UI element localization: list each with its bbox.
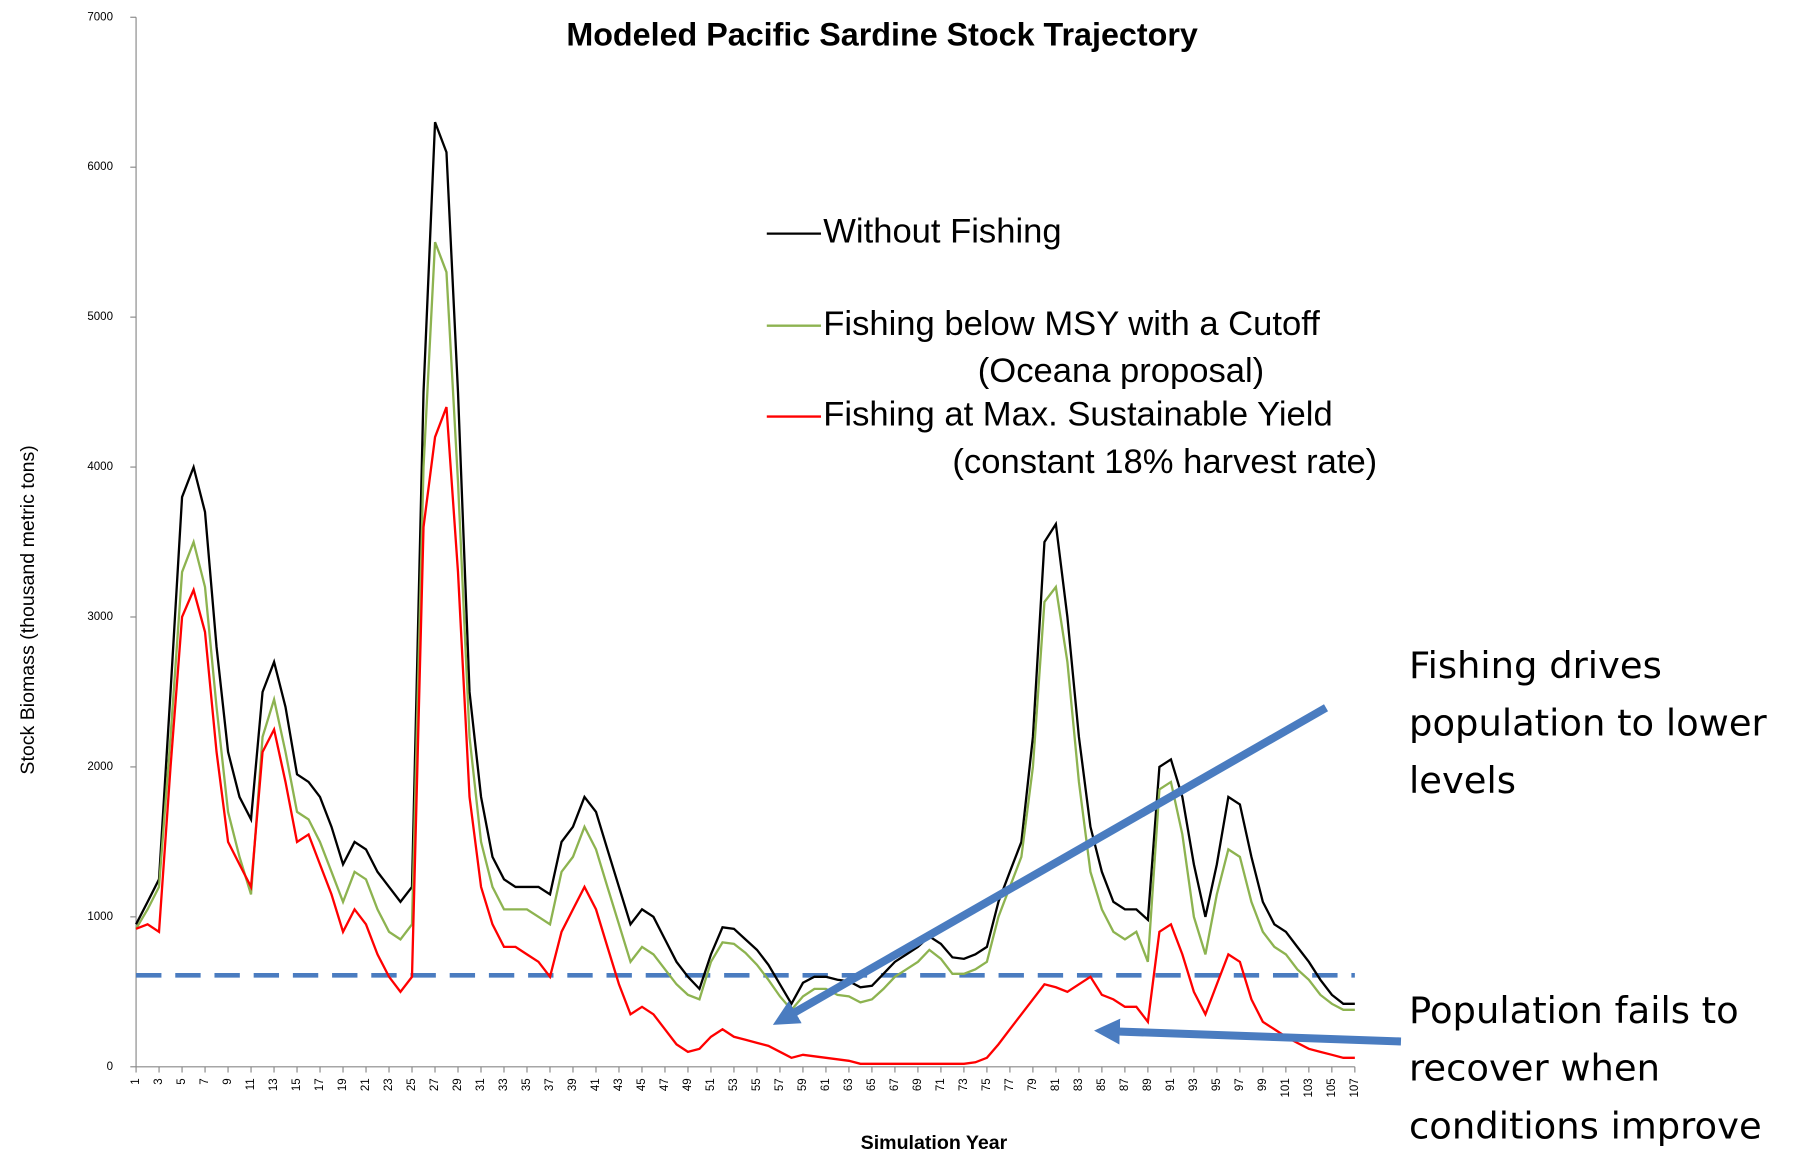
x-tick-label: 91 — [1165, 1078, 1177, 1091]
y-tick-label: 0 — [107, 1061, 113, 1073]
x-tick-label: 37 — [544, 1078, 556, 1091]
legend-label: Fishing at Max. Sustainable Yield — [823, 396, 1332, 434]
x-tick-label: 11 — [245, 1078, 257, 1090]
x-axis-label: Simulation Year — [861, 1132, 1008, 1154]
x-tick-label: 33 — [498, 1078, 510, 1091]
x-tick-label: 51 — [705, 1078, 717, 1091]
legend-label: Fishing below MSY with a Cutoff — [823, 305, 1320, 343]
x-tick-label: 55 — [751, 1078, 763, 1091]
annotation-text: conditions improve — [1409, 1104, 1762, 1147]
plot-area — [130, 16, 1356, 1073]
annotation-text: levels — [1409, 759, 1516, 802]
x-tick-label: 105 — [1326, 1078, 1338, 1097]
x-tick-label: 101 — [1280, 1078, 1292, 1097]
x-tick-label: 69 — [912, 1078, 924, 1091]
x-tick-label: 35 — [521, 1078, 533, 1091]
annotation-text: Fishing drives — [1409, 644, 1662, 687]
series-line — [135, 406, 1355, 1065]
x-tick-label: 71 — [935, 1078, 947, 1091]
x-tick-label: 25 — [406, 1078, 418, 1091]
x-tick-label: 61 — [820, 1078, 832, 1091]
x-tick-label: 9 — [222, 1078, 234, 1084]
y-tick-label: 3000 — [87, 611, 113, 623]
x-tick-label: 39 — [567, 1078, 579, 1091]
x-tick-label: 77 — [1004, 1078, 1016, 1091]
chart-title: Modeled Pacific Sardine Stock Trajectory — [566, 16, 1198, 52]
x-tick-label: 1 — [130, 1078, 142, 1084]
y-tick-label: 6000 — [87, 161, 113, 173]
x-tick-label: 27 — [429, 1078, 441, 1091]
x-tick-label: 47 — [659, 1078, 671, 1091]
x-tick-label: 97 — [1234, 1078, 1246, 1091]
x-tick-label: 99 — [1257, 1078, 1269, 1091]
annotation-arrow — [1094, 1018, 1402, 1046]
x-tick-label: 65 — [866, 1078, 878, 1091]
legend-note: (constant 18% harvest rate) — [952, 443, 1377, 481]
x-tick-label: 15 — [291, 1078, 303, 1091]
x-tick-label: 3 — [153, 1078, 165, 1084]
x-tick-label: 93 — [1188, 1078, 1200, 1091]
x-tick-label: 17 — [314, 1078, 326, 1091]
x-tick-label: 107 — [1349, 1078, 1361, 1097]
x-tick-label: 87 — [1119, 1078, 1131, 1091]
x-tick-label: 45 — [636, 1078, 648, 1091]
y-axis-label: Stock Biomass (thousand metric tons) — [17, 445, 39, 774]
x-tick-label: 21 — [360, 1078, 372, 1091]
x-tick-label: 41 — [590, 1078, 602, 1091]
x-tick-label: 43 — [613, 1078, 625, 1091]
x-tick-label: 19 — [337, 1078, 349, 1091]
y-tick-label: 5000 — [87, 311, 113, 323]
annotation-arrow — [772, 704, 1329, 1025]
x-tick-label: 95 — [1211, 1078, 1223, 1091]
x-tick-label: 57 — [774, 1078, 786, 1091]
series-line — [135, 121, 1355, 1007]
annotation-text: population to lower — [1409, 702, 1768, 745]
x-tick-label: 81 — [1050, 1078, 1062, 1091]
x-tick-label: 49 — [682, 1078, 694, 1091]
legend-label: Without Fishing — [823, 213, 1061, 251]
series-line — [135, 241, 1355, 1012]
x-tick-label: 7 — [199, 1078, 211, 1084]
annotation-text: recover when — [1409, 1047, 1660, 1090]
x-tick-label: 5 — [176, 1078, 188, 1084]
y-tick-label: 7000 — [87, 11, 113, 23]
y-tick-label: 2000 — [87, 761, 113, 773]
x-tick-label: 67 — [889, 1078, 901, 1091]
x-tick-label: 13 — [268, 1078, 280, 1091]
x-tick-label: 89 — [1142, 1078, 1154, 1091]
y-tick-label: 1000 — [87, 911, 113, 923]
y-tick-label: 4000 — [87, 461, 113, 473]
x-tick-label: 75 — [981, 1078, 993, 1091]
annotation-text: Population fails to — [1409, 989, 1739, 1032]
x-tick-label: 29 — [452, 1078, 464, 1091]
x-tick-label: 59 — [797, 1078, 809, 1091]
x-tick-label: 85 — [1096, 1078, 1108, 1091]
x-tick-label: 103 — [1303, 1078, 1315, 1097]
x-tick-label: 79 — [1027, 1078, 1039, 1091]
x-tick-label: 63 — [843, 1078, 855, 1091]
x-tick-label: 83 — [1073, 1078, 1085, 1091]
x-tick-label: 73 — [958, 1078, 970, 1091]
x-tick-label: 53 — [728, 1078, 740, 1091]
x-tick-label: 23 — [383, 1078, 395, 1091]
x-tick-label: 31 — [475, 1078, 487, 1091]
legend-note: (Oceana proposal) — [978, 352, 1264, 390]
